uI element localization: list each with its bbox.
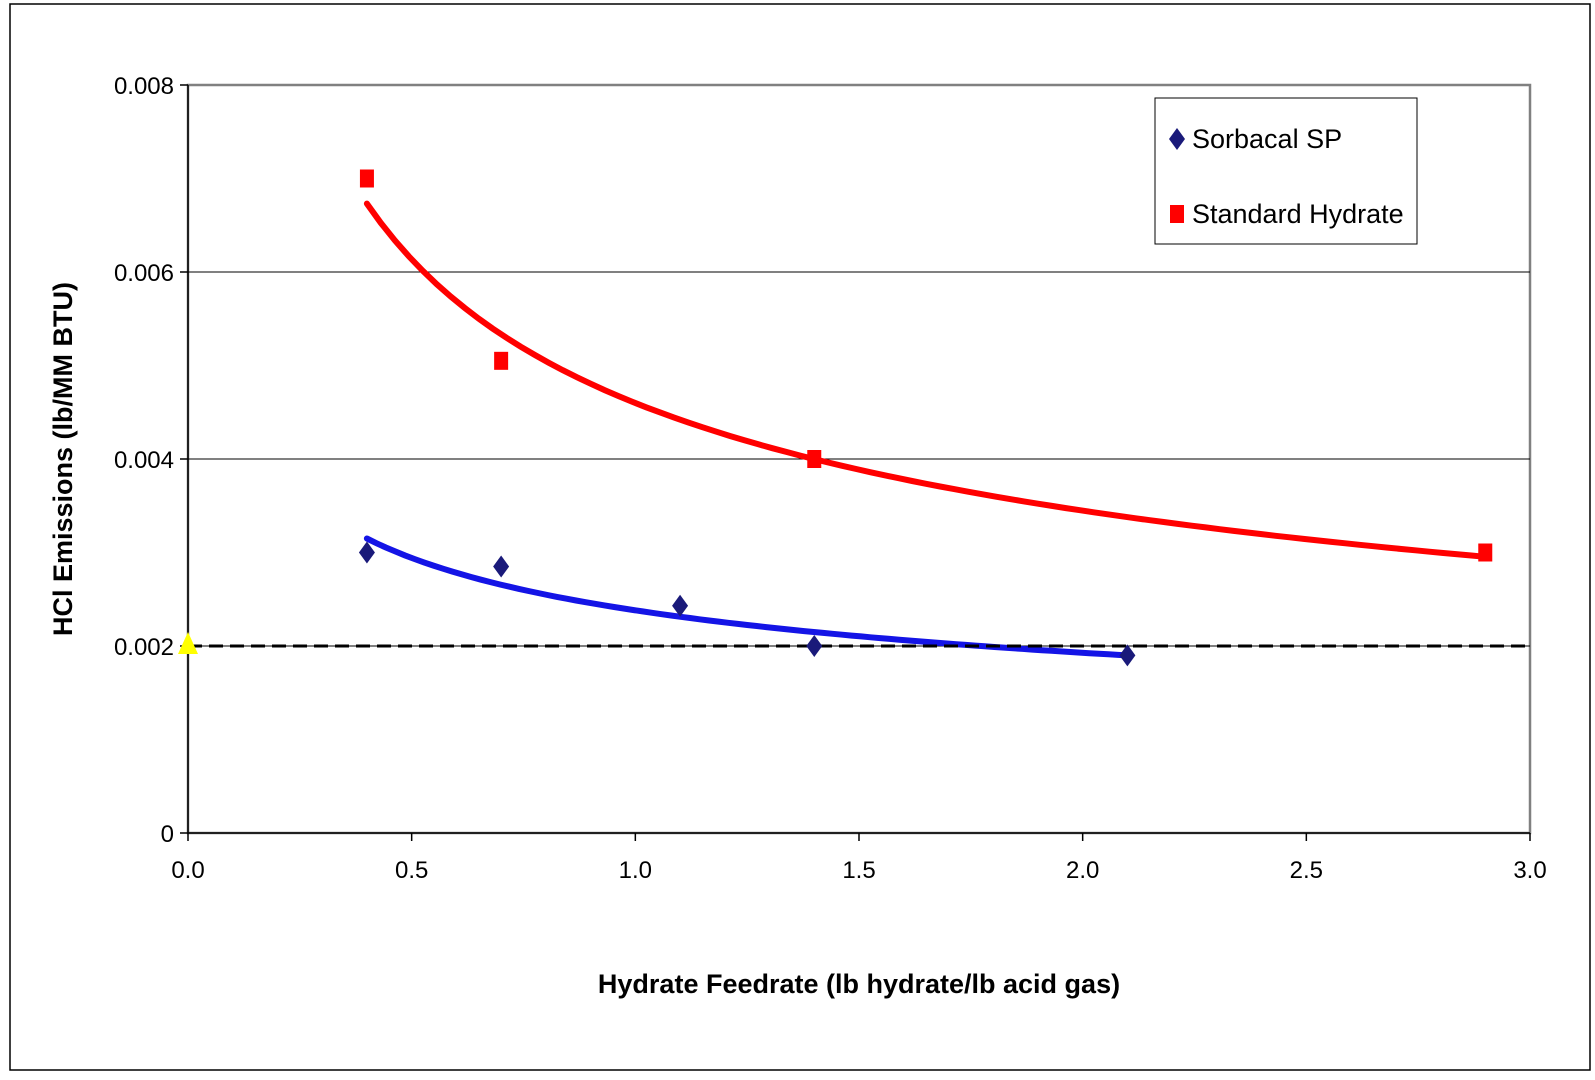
y-tick-label: 0.004 [114, 447, 174, 474]
legend-label-0: Sorbacal SP [1192, 124, 1342, 154]
legend-label-1: Standard Hydrate [1192, 199, 1404, 229]
data-point-series-0 [1119, 644, 1136, 667]
legend-box [1154, 97, 1418, 245]
data-point-series-0 [358, 541, 375, 564]
x-tick-label: 2.5 [1290, 857, 1323, 884]
data-point-series-0 [806, 635, 823, 657]
x-axis-title: Hydrate Feedrate (lb hydrate/lb acid gas… [598, 969, 1120, 999]
axes: 0 0.002 0.004 0.006 0.008 0.0 0.5 1.0 1.5 2.0 2.5 3… [114, 73, 1547, 884]
legend: Sorbacal SP Standard Hydrate [1154, 97, 1418, 245]
x-tick-label: 2.0 [1066, 857, 1099, 884]
data-point-series-1 [807, 450, 822, 468]
legend-marker-0 [1169, 128, 1185, 150]
x-tick-label: 1.0 [619, 857, 652, 884]
data-point-series-1 [359, 169, 374, 188]
data-point-series-0 [672, 594, 689, 617]
data-markers [178, 169, 1493, 667]
y-axis-title: HCl Emissions (lb/MM BTU) [48, 282, 78, 636]
y-tick-label: 0.008 [114, 73, 174, 100]
x-tick-label: 0.0 [171, 857, 204, 884]
x-tick-label: 0.5 [395, 857, 428, 884]
data-point-series-1 [1478, 543, 1493, 562]
trendline-series-0 [363, 535, 1131, 659]
y-tick-label: 0.002 [114, 634, 174, 661]
trendline-series-1 [363, 200, 1489, 560]
data-point-series-0 [493, 555, 510, 578]
legend-marker-1 [1170, 205, 1184, 223]
x-tick-label: 1.5 [842, 857, 875, 884]
x-tick-label: 3.0 [1513, 857, 1546, 884]
yellow-triangle-marker [178, 632, 198, 654]
trendlines [363, 200, 1489, 659]
y-tick-label: 0 [161, 821, 174, 848]
data-point-series-1 [494, 351, 509, 370]
y-tick-label: 0.006 [114, 260, 174, 287]
